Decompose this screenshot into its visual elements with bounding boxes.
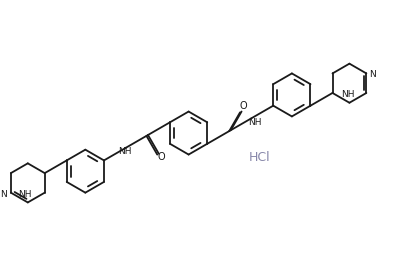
Text: O: O	[158, 152, 165, 162]
Text: N: N	[369, 70, 375, 79]
Text: NH: NH	[118, 147, 131, 156]
Text: O: O	[239, 101, 246, 111]
Text: NH: NH	[18, 190, 32, 198]
Text: NH: NH	[340, 90, 353, 99]
Text: N: N	[0, 190, 7, 199]
Text: NH: NH	[247, 119, 261, 127]
Text: HCl: HCl	[249, 151, 270, 164]
